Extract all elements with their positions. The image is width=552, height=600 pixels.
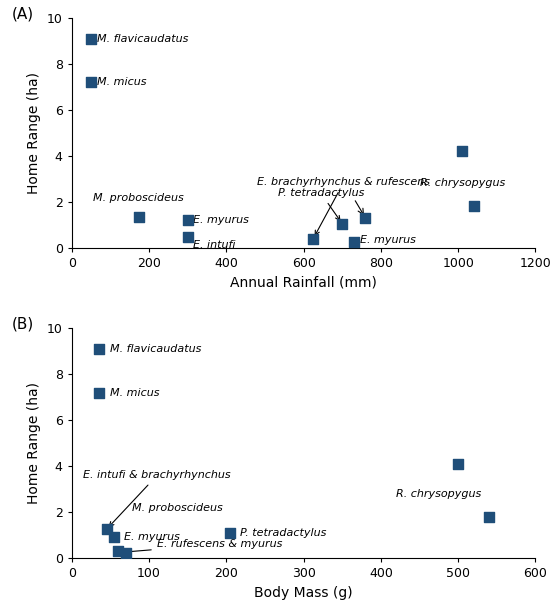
Point [121, 548, 130, 558]
Point [94, 344, 103, 353]
Point [135, 212, 144, 221]
Point [338, 219, 347, 229]
Text: E. rufescens & myurus: E. rufescens & myurus [126, 539, 282, 554]
Text: (A): (A) [12, 7, 34, 22]
Text: M. flavicaudatus: M. flavicaudatus [97, 34, 188, 44]
Point [110, 533, 119, 542]
Point [94, 388, 103, 397]
Text: E. myurus: E. myurus [124, 532, 180, 542]
Text: R. chrysopygus: R. chrysopygus [396, 488, 481, 499]
Text: P. tetradactylus: P. tetradactylus [240, 528, 327, 538]
X-axis label: Annual Rainfall (mm): Annual Rainfall (mm) [230, 275, 377, 289]
Text: M. flavicaudatus: M. flavicaudatus [110, 344, 202, 354]
Point [183, 215, 192, 225]
Text: E. intufi: E. intufi [193, 240, 236, 250]
Text: E. myurus: E. myurus [360, 235, 416, 245]
Text: M. micus: M. micus [97, 77, 146, 88]
Point [485, 512, 493, 521]
Point [226, 528, 235, 538]
X-axis label: Body Mass (g): Body Mass (g) [254, 586, 353, 599]
Point [183, 233, 192, 242]
Text: E. brachyrhynchus & rufescens: E. brachyrhynchus & rufescens [257, 177, 430, 235]
Point [87, 77, 95, 87]
Point [309, 234, 318, 244]
Text: E. intufi & brachyrhynchus: E. intufi & brachyrhynchus [83, 470, 231, 526]
Point [114, 547, 123, 556]
Text: R. chrysopygus: R. chrysopygus [420, 178, 505, 188]
Point [361, 213, 370, 223]
Y-axis label: Home Range (ha): Home Range (ha) [27, 382, 41, 504]
Point [458, 146, 466, 156]
Y-axis label: Home Range (ha): Home Range (ha) [27, 72, 41, 194]
Text: (B): (B) [12, 317, 34, 332]
Text: M. proboscideus: M. proboscideus [132, 503, 223, 513]
Point [454, 459, 463, 469]
Point [469, 202, 478, 211]
Point [102, 524, 111, 534]
Text: M. micus: M. micus [110, 388, 160, 398]
Point [349, 237, 358, 247]
Text: M. proboscideus: M. proboscideus [93, 193, 184, 203]
Text: P. tetradactylus: P. tetradactylus [278, 188, 364, 220]
Point [87, 34, 95, 43]
Text: E. myurus: E. myurus [193, 215, 250, 225]
